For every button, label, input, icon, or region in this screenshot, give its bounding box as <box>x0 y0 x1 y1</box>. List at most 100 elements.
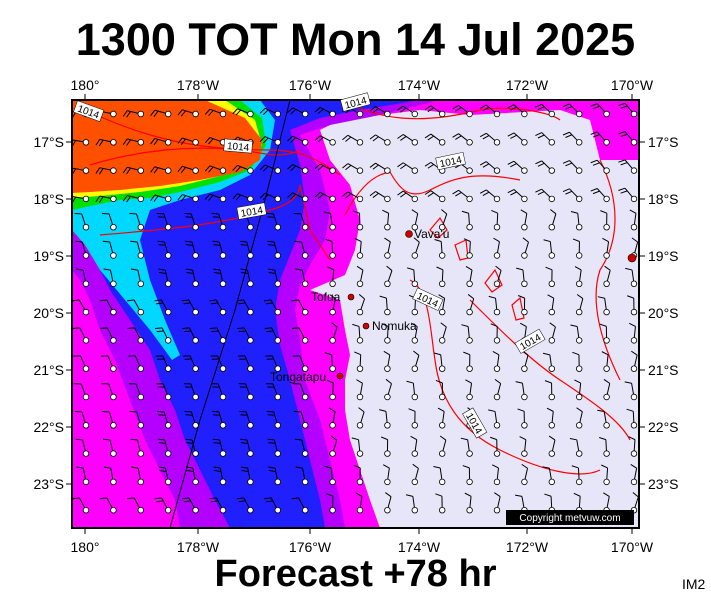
wind-barb-feather <box>385 492 392 498</box>
wind-station-circle <box>356 337 364 344</box>
wind-station-circle <box>247 308 254 316</box>
wind-barb-feather <box>241 271 249 275</box>
wind-station-circle <box>247 450 254 457</box>
wind-station-circle <box>603 450 610 457</box>
wind-station-circle <box>302 195 309 203</box>
wind-barb-feather <box>266 330 274 333</box>
isobar-label: 1014 <box>439 155 463 170</box>
wind-station-circle <box>439 110 446 118</box>
wind-barb-feather <box>519 322 527 327</box>
wind-barb-feather <box>262 137 269 144</box>
wind-station-circle <box>356 393 364 401</box>
wind-barb-feather <box>542 466 550 469</box>
wind-station-circle <box>192 223 199 231</box>
wind-barb-feather <box>213 268 221 271</box>
place-label-nomuka: Nomuka <box>372 319 417 333</box>
wind-station-circle <box>356 195 364 203</box>
wind-station-circle <box>110 507 117 514</box>
wind-station-circle <box>192 507 199 514</box>
wind-station-circle <box>493 139 501 146</box>
wind-barb-feather <box>342 191 349 197</box>
wind-barb-feather <box>437 407 445 412</box>
wind-station-circle <box>630 478 638 486</box>
wind-barb-feather <box>489 436 497 441</box>
wind-station-circle <box>548 478 555 486</box>
wind-barb-feather <box>212 438 220 441</box>
wind-barb-feather <box>620 133 628 138</box>
wind-barb-feather <box>291 497 299 500</box>
wind-station-circle <box>439 252 446 259</box>
wind-barb-feather <box>452 189 459 195</box>
wind-station-circle <box>411 507 418 514</box>
wind-station-circle <box>274 450 281 457</box>
wind-barb-feather <box>618 159 626 163</box>
wind-station-circle <box>384 337 391 344</box>
wind-station-circle <box>630 308 638 316</box>
wind-barb-feather <box>287 107 293 114</box>
wind-barb-feather <box>314 135 321 141</box>
wind-station-circle <box>110 252 117 259</box>
wind-barb-feather <box>186 442 194 444</box>
wind-station-circle <box>137 507 144 514</box>
wind-station-circle <box>247 252 254 259</box>
wind-station-circle <box>192 252 199 259</box>
wind-station-circle <box>247 393 254 401</box>
wind-station-circle <box>466 223 473 231</box>
wind-barb-feather <box>150 194 156 201</box>
wind-barb-feather <box>331 322 338 328</box>
wind-barb-feather <box>400 192 407 198</box>
wind-station-circle <box>576 308 583 316</box>
wind-station-circle <box>493 337 501 344</box>
wind-barb-feather <box>130 268 138 271</box>
wind-barb-feather <box>514 494 523 497</box>
wind-station-circle <box>548 365 555 372</box>
wind-barb-feather <box>342 163 349 169</box>
wind-barb-feather <box>317 108 324 115</box>
wind-station-circle <box>521 110 528 118</box>
wind-barb-feather <box>209 497 217 500</box>
wind-barb-feather <box>386 265 393 271</box>
wind-station-circle <box>603 252 610 259</box>
wind-station-circle <box>329 450 336 457</box>
wind-barb-feather <box>352 323 360 327</box>
wind-barb-feather <box>103 268 111 271</box>
wind-barb-feather <box>410 435 417 441</box>
wind-barb-feather <box>592 105 600 110</box>
wind-station-circle <box>603 167 610 174</box>
wind-barb-feather <box>177 137 183 144</box>
wind-barb-feather <box>294 438 302 441</box>
lat-label: 18°S <box>648 191 679 207</box>
wind-barb-feather <box>182 497 190 500</box>
trough-line <box>169 100 291 528</box>
wind-barb-feather <box>463 351 471 356</box>
wind-barb-feather <box>241 469 249 473</box>
wind-station-circle <box>219 252 227 259</box>
wind-station-circle <box>576 422 583 429</box>
wind-barb-feather <box>537 134 545 139</box>
wind-barb-feather <box>180 195 187 202</box>
wind-station-circle <box>493 478 501 486</box>
wind-barb-feather <box>629 209 637 214</box>
wind-station-circle <box>110 337 117 344</box>
wind-station-circle <box>466 308 473 316</box>
place-marker-tongatapu <box>336 372 344 380</box>
wind-station-circle <box>411 195 418 203</box>
wind-barb-feather <box>317 136 324 143</box>
wind-station-circle <box>466 507 473 514</box>
wind-station-circle <box>110 308 117 316</box>
wind-station-circle <box>576 252 583 259</box>
wind-station-circle <box>411 252 418 259</box>
wind-station-circle <box>493 195 501 203</box>
wind-barb-feather <box>259 107 266 114</box>
wind-barb-feather <box>455 135 462 140</box>
wind-barb-feather <box>397 134 404 139</box>
wind-station-circle <box>137 223 144 231</box>
wind-barb-feather <box>232 193 238 200</box>
wind-barb-feather <box>356 265 364 271</box>
wind-station-circle <box>302 167 309 174</box>
wind-station-circle <box>137 337 144 344</box>
wind-station-circle <box>630 223 638 231</box>
wind-barb-feather <box>287 164 293 170</box>
wind-station-circle <box>356 422 364 429</box>
wind-station-circle <box>411 422 418 429</box>
